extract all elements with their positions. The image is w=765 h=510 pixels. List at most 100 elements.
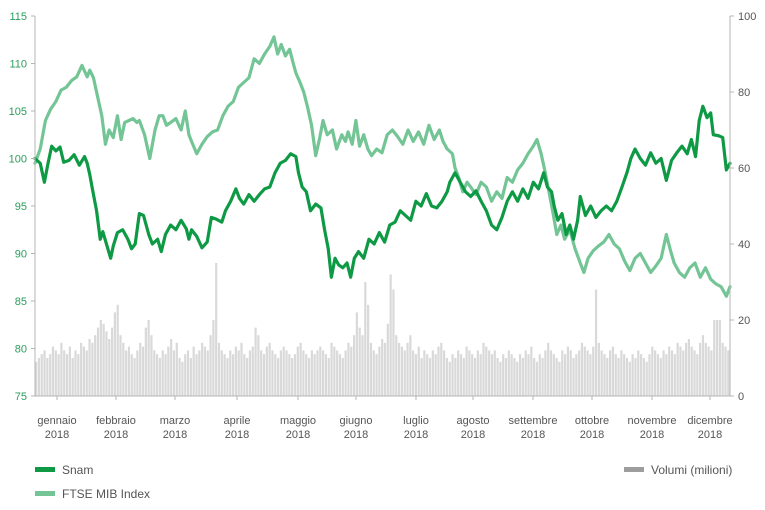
- volume-bar: [420, 358, 423, 396]
- volume-bar: [507, 350, 510, 396]
- left-axis-ticks: 75 80 85 90 95 100 105 110 115: [9, 11, 35, 403]
- volume-bar: [327, 358, 330, 396]
- volume-bar: [251, 346, 254, 396]
- volume-bar: [254, 327, 257, 396]
- volume-bars: [35, 263, 730, 396]
- volume-bar: [527, 354, 530, 396]
- volume-bar: [488, 350, 491, 396]
- volume-bar: [63, 350, 66, 396]
- volume-bar: [276, 358, 280, 396]
- legend-swatch-volumi: [624, 467, 644, 472]
- volume-bar: [510, 354, 513, 396]
- volume-bar: [704, 342, 707, 396]
- volume-bar: [397, 342, 401, 396]
- volume-bar: [282, 346, 285, 396]
- volume-bar: [462, 358, 465, 396]
- volume-bar: [237, 350, 240, 396]
- left-tick-label: 100: [9, 154, 27, 166]
- volume-bar: [684, 342, 688, 396]
- volume-bar: [80, 342, 83, 396]
- left-tick-label: 90: [15, 249, 27, 261]
- volume-bar: [125, 350, 128, 396]
- volume-bar: [296, 346, 299, 396]
- volume-bar: [423, 350, 426, 396]
- volume-bar: [713, 320, 716, 396]
- volume-bar: [102, 323, 105, 396]
- x-tick-year: 2018: [404, 429, 428, 441]
- volume-bar: [465, 346, 468, 396]
- volume-bar: [687, 339, 690, 396]
- volume-bar: [319, 346, 322, 396]
- volume-bar: [341, 358, 344, 396]
- volume-bar: [724, 346, 727, 396]
- volume-bar: [105, 331, 108, 396]
- volume-bar: [443, 350, 446, 396]
- left-tick-label: 95: [15, 201, 27, 213]
- volume-bar: [386, 323, 389, 396]
- volume-bar: [676, 342, 679, 396]
- volume-bar: [316, 350, 319, 396]
- x-tick-year: 2018: [286, 429, 310, 441]
- volume-bar: [547, 342, 550, 396]
- volume-bar: [226, 358, 229, 396]
- volume-bar: [578, 350, 581, 396]
- left-tick-label: 85: [15, 296, 27, 308]
- volume-bar: [502, 354, 505, 396]
- volume-bar: [524, 350, 527, 396]
- volume-bar: [555, 358, 558, 396]
- volume-bar: [600, 350, 603, 396]
- volume-bar: [347, 342, 350, 396]
- volume-bar: [127, 346, 131, 396]
- volume-bar: [659, 358, 662, 396]
- volume-bar: [49, 354, 52, 396]
- volume-bar: [490, 354, 494, 396]
- volume-bar: [549, 350, 553, 396]
- volume-bar: [243, 354, 246, 396]
- volume-bar: [65, 354, 69, 396]
- volume-bar: [248, 350, 252, 396]
- left-tick-label: 105: [9, 106, 27, 118]
- volume-bar: [215, 263, 218, 396]
- volume-bar: [665, 354, 668, 396]
- volume-bar: [558, 361, 561, 396]
- volume-bar: [645, 361, 648, 396]
- volume-bar: [186, 350, 190, 396]
- right-tick-label: 100: [738, 11, 756, 23]
- volume-bar: [336, 350, 339, 396]
- volume-bar: [670, 350, 674, 396]
- volume-bar: [406, 342, 409, 396]
- volume-bar: [625, 358, 629, 396]
- volume-bar: [144, 327, 147, 396]
- volume-bar: [642, 358, 645, 396]
- volume-bar: [350, 346, 353, 396]
- volume-bar: [274, 354, 277, 396]
- volume-bar: [513, 358, 516, 396]
- volume-bar: [153, 350, 156, 396]
- volume-bar: [518, 354, 522, 396]
- volume-bar: [699, 342, 702, 396]
- volume-bar: [54, 350, 57, 396]
- volume-bar: [361, 335, 364, 396]
- volume-bar: [589, 354, 592, 396]
- volume-bar: [575, 354, 578, 396]
- volume-bar: [77, 354, 80, 396]
- volume-bar: [395, 335, 398, 396]
- volume-bar: [262, 354, 266, 396]
- x-tick-year: 2018: [163, 429, 187, 441]
- volume-bar: [673, 354, 676, 396]
- volume-bar: [476, 350, 479, 396]
- volume-bar: [285, 350, 288, 396]
- legend-label-snam: Snam: [62, 463, 93, 477]
- volume-bar: [541, 358, 544, 396]
- x-tick-month: gennaio: [37, 415, 76, 427]
- volume-bar: [209, 335, 212, 396]
- x-tick-year: 2018: [104, 429, 128, 441]
- volume-bar: [696, 354, 699, 396]
- volume-bar: [516, 361, 519, 396]
- volume-bar: [693, 350, 696, 396]
- volume-bar: [291, 358, 294, 396]
- volume-bar: [389, 274, 392, 396]
- volume-bar: [535, 361, 539, 396]
- volume-bar: [172, 350, 176, 396]
